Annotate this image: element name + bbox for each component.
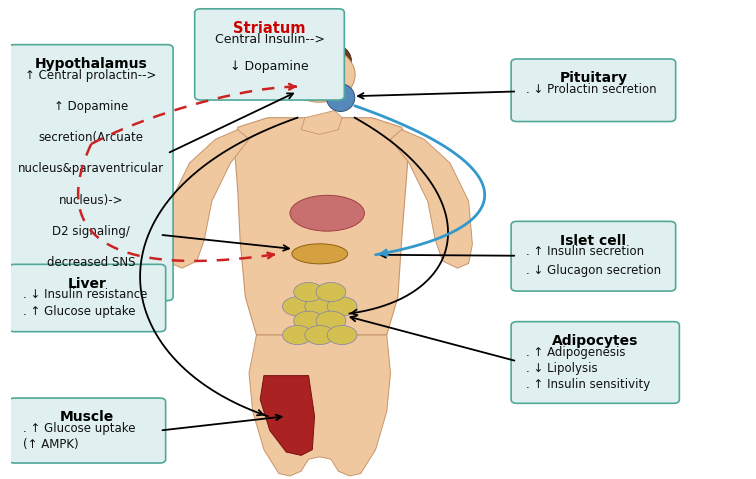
Text: Islet cell: Islet cell <box>560 234 627 248</box>
Text: Hypothalamus: Hypothalamus <box>35 57 147 71</box>
Circle shape <box>327 297 357 316</box>
Text: (↑ AMPK): (↑ AMPK) <box>23 438 79 451</box>
Polygon shape <box>391 130 472 268</box>
FancyBboxPatch shape <box>8 398 166 463</box>
Circle shape <box>327 325 357 344</box>
FancyBboxPatch shape <box>8 264 166 331</box>
Ellipse shape <box>290 72 335 92</box>
Text: Liver: Liver <box>67 277 107 291</box>
Text: ↓ Dopamine: ↓ Dopamine <box>230 60 308 73</box>
Ellipse shape <box>327 84 355 112</box>
Text: decreased SNS: decreased SNS <box>47 256 135 269</box>
FancyBboxPatch shape <box>511 322 680 403</box>
Text: . ↑ Adipogenesis: . ↑ Adipogenesis <box>526 345 625 358</box>
Text: . ↑ Insulin secretion: . ↑ Insulin secretion <box>526 245 644 258</box>
Polygon shape <box>301 111 342 135</box>
Text: . ↑ Glucose uptake: . ↑ Glucose uptake <box>23 422 136 435</box>
Text: Striatum: Striatum <box>234 21 305 36</box>
Polygon shape <box>234 118 409 335</box>
Circle shape <box>283 297 312 316</box>
Circle shape <box>293 283 324 302</box>
Text: . ↓ Lipolysis: . ↓ Lipolysis <box>526 362 597 375</box>
Ellipse shape <box>284 47 355 102</box>
Text: Muscle: Muscle <box>60 411 114 424</box>
Ellipse shape <box>285 46 344 80</box>
FancyBboxPatch shape <box>511 59 676 122</box>
Ellipse shape <box>292 244 348 264</box>
Text: nucleus&paraventricular: nucleus&paraventricular <box>17 162 164 175</box>
Polygon shape <box>167 130 249 268</box>
Text: secretion(Arcuate: secretion(Arcuate <box>39 131 144 144</box>
Circle shape <box>293 311 324 330</box>
Text: . ↑ Glucose uptake: . ↑ Glucose uptake <box>23 306 136 319</box>
Text: ↑ Dopamine: ↑ Dopamine <box>54 100 128 113</box>
Circle shape <box>305 325 335 344</box>
Polygon shape <box>249 335 391 476</box>
Text: Central Insulin-->: Central Insulin--> <box>215 33 324 46</box>
Circle shape <box>305 297 335 316</box>
Text: ↑ Central prolactin-->: ↑ Central prolactin--> <box>25 68 156 81</box>
Text: D2 signaling/: D2 signaling/ <box>52 225 130 238</box>
Circle shape <box>283 325 312 344</box>
Text: nucleus)->: nucleus)-> <box>58 194 123 206</box>
Text: . ↓ Prolactin secretion: . ↓ Prolactin secretion <box>526 83 657 96</box>
Ellipse shape <box>288 40 352 80</box>
Polygon shape <box>260 376 314 456</box>
Text: Pituitary: Pituitary <box>559 71 627 85</box>
Text: . ↑ Insulin sensitivity: . ↑ Insulin sensitivity <box>526 378 650 391</box>
FancyBboxPatch shape <box>195 9 344 100</box>
Text: Adipocytes: Adipocytes <box>552 334 638 348</box>
Circle shape <box>316 311 345 330</box>
FancyBboxPatch shape <box>8 45 173 301</box>
Ellipse shape <box>290 195 364 231</box>
FancyBboxPatch shape <box>511 221 676 291</box>
Text: . ↓ Insulin resistance: . ↓ Insulin resistance <box>23 288 148 301</box>
Circle shape <box>316 283 345 302</box>
Text: . ↓ Glucagon secretion: . ↓ Glucagon secretion <box>526 263 661 276</box>
